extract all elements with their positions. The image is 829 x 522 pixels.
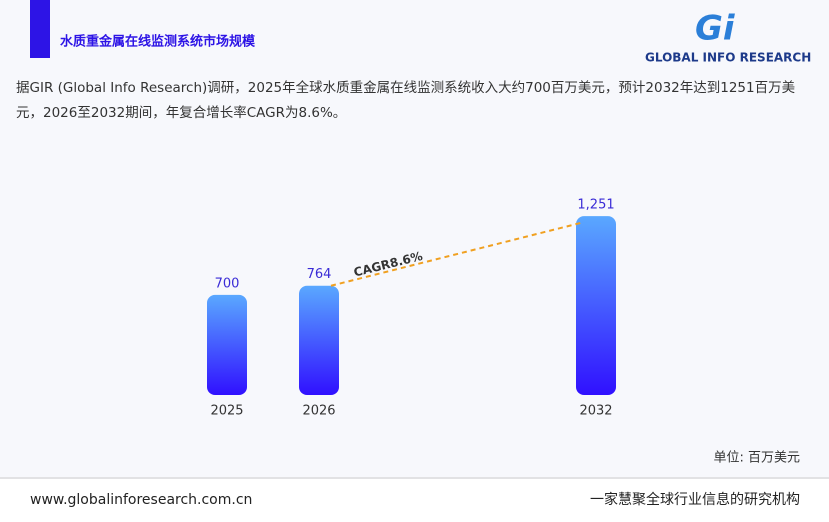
x-tick-label: 2026: [302, 404, 335, 419]
footer-bg: [0, 479, 829, 522]
bar: [576, 216, 616, 395]
footer-website: www.globalinforesearch.com.cn: [30, 492, 252, 508]
logo-text: GLOBAL INFO RESEARCH: [645, 51, 811, 65]
unit-label: 单位: 百万美元: [713, 451, 800, 466]
x-tick-label: 2032: [579, 404, 612, 419]
logo-mark: Gi: [695, 9, 736, 49]
bar: [299, 285, 339, 395]
cagr-line: [330, 221, 585, 287]
footer-slogan: 一家慧聚全球行业信息的研究机构: [590, 491, 800, 508]
chart-title: 水质重金属在线监测系统市场规模: [60, 34, 256, 50]
bar: [207, 294, 247, 395]
value-label: 700: [215, 276, 240, 291]
value-label: 1,251: [577, 198, 614, 213]
x-tick-label: 2025: [210, 404, 243, 419]
description: 据GIR (Global Info Research)调研，2025年全球水质重…: [16, 80, 796, 121]
value-label: 764: [307, 267, 332, 282]
title-accent: [30, 0, 50, 58]
